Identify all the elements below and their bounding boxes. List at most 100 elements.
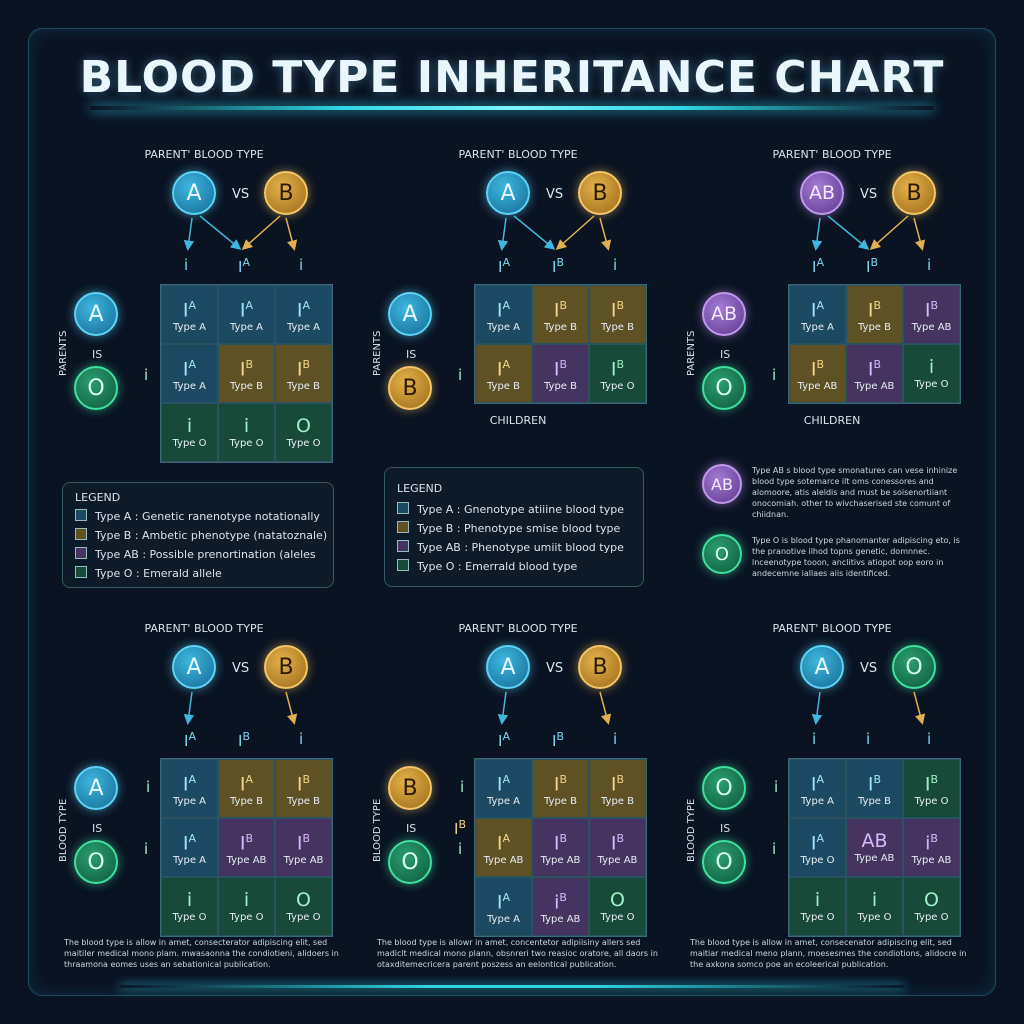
swatch-o-icon (397, 559, 409, 571)
inheritance-arrows (811, 691, 926, 725)
top-allele: IB (866, 256, 878, 276)
title-underline (90, 106, 934, 110)
left2-allele: i (144, 366, 149, 384)
left-parent2-circle: O (74, 366, 118, 410)
left-parent1-circle: A (388, 292, 432, 336)
punnett-cell: i Type O (161, 403, 218, 462)
legend-item-ab: Type AB : Phenotype umiit blood type (397, 540, 624, 554)
legend-box-1: LEGEND Type A : Genetic ranenotype notat… (62, 482, 334, 588)
inheritance-arrows (811, 215, 926, 251)
left1-allele: i (460, 778, 465, 796)
top-allele: i (299, 256, 304, 274)
legend-title: LEGEND (75, 491, 121, 504)
punnett-cell: IA Type B (218, 759, 275, 818)
punnett-cell: i Type O (161, 877, 218, 936)
punnett-cell: iB Type AB (903, 818, 960, 877)
parent2-circle: B (264, 645, 308, 689)
punnett-cell: IB Type AB (218, 818, 275, 877)
swatch-a-icon (397, 502, 409, 514)
punnett-cell: IA Type A (161, 344, 218, 403)
swatch-a-icon (75, 509, 87, 521)
is-label: IS (720, 822, 731, 835)
swatch-b-icon (75, 528, 87, 540)
punnett-cell: IA Type A (475, 285, 532, 344)
left-parent1-circle: O (702, 766, 746, 810)
punnett-cell: IB Type B (275, 344, 332, 403)
punnett-cell: IB Type AB (846, 344, 903, 403)
punnett-cell: IB Type AB (789, 344, 846, 403)
panel-title: PARENT' BLOOD TYPE (458, 148, 578, 161)
top-allele: IA (238, 256, 250, 276)
punnett-cell: IB Type B (846, 285, 903, 344)
top-allele: IB (552, 256, 564, 276)
panel-title: PARENT' BLOOD TYPE (458, 622, 578, 635)
punnett-cell: IA Type B (475, 344, 532, 403)
vs-label: VS (232, 187, 250, 202)
left-parent2-circle: O (388, 840, 432, 884)
left2-allele: i (772, 366, 777, 384)
legend-item-a: Type A : Gnenotype atiiine blood type (397, 502, 624, 516)
note-o-circle: O (702, 534, 742, 574)
side-label: PARENTS (686, 330, 697, 376)
top-allele: i (299, 730, 304, 748)
punnett-cell: O Type O (589, 877, 646, 936)
side-label: PARENTS (58, 330, 69, 376)
swatch-b-icon (397, 521, 409, 533)
left-parent1-circle: B (388, 766, 432, 810)
punnett-cell: IA Type A (475, 877, 532, 936)
punnett-cell: O Type O (275, 877, 332, 936)
punnett-cell: iB Type AB (532, 877, 589, 936)
side-label: BLOOD TYPE (58, 798, 69, 862)
panel-title: PARENT' BLOOD TYPE (772, 148, 892, 161)
swatch-o-icon (75, 566, 87, 578)
punnett-cell: IB Type B (589, 759, 646, 818)
is-label: IS (92, 822, 103, 835)
vs-label: VS (546, 661, 564, 676)
vs-label: VS (860, 661, 878, 676)
left2-allele: i (772, 840, 777, 858)
punnett-cell: O Type O (275, 403, 332, 462)
parent2-circle: B (578, 171, 622, 215)
bottom-glow (120, 985, 904, 988)
note-o-text: Type O is blood type phanomanter adipisc… (752, 536, 960, 578)
legend-title: LEGEND (397, 482, 443, 495)
legend-item-o: Type O : Emerrald blood type (397, 559, 577, 573)
parent2-circle: B (892, 171, 936, 215)
top-allele: IB (552, 730, 564, 750)
parent1-circle: A (800, 645, 844, 689)
legend-item-b: Type B : Phenotype smise blood type (397, 521, 620, 535)
left-parent2-circle: B (388, 366, 432, 410)
caption-3: The blood type is allow in amet, consece… (690, 938, 967, 969)
punnett-cell: IA Type O (789, 818, 846, 877)
legend-box-2: LEGEND Type A : Gnenotype atiiine blood … (384, 467, 644, 587)
side-label: BLOOD TYPE (372, 798, 383, 862)
top-allele: IA (184, 730, 196, 750)
swatch-ab-icon (397, 540, 409, 552)
punnett-cell: IB Type O (589, 344, 646, 403)
top-allele: IA (498, 730, 510, 750)
punnett-cell: IB Type B (589, 285, 646, 344)
left2-allele: i (458, 366, 463, 384)
punnett-cell: IB Type AB (589, 818, 646, 877)
mid-allele: IB (454, 818, 466, 838)
punnett-panel-3: PARENT' BLOOD TYPE AB VS B IA IB i PARENTS AB IS… (682, 140, 982, 470)
punnett-cell: IA Type A (161, 759, 218, 818)
punnett-cell: IB Type B (275, 759, 332, 818)
punnett-grid: IA Type A IB Type B IB Type O IA Type O AB Type A… (788, 758, 961, 937)
left-parent1-circle: A (74, 766, 118, 810)
inheritance-arrows (497, 691, 612, 725)
punnett-cell: IB Type B (846, 759, 903, 818)
punnett-cell: IA Type AB (475, 818, 532, 877)
punnett-grid: IA Type A IB Type B IB Type B IA Type AB IB Type … (474, 758, 647, 937)
top-allele: IA (812, 256, 824, 276)
note-ab-text: Type AB s blood type smonatures can vese… (752, 466, 958, 519)
legend-item-a: Type A : Genetic ranenotype notationally (75, 509, 320, 523)
punnett-cell: IA Type A (789, 285, 846, 344)
panel-title: PARENT' BLOOD TYPE (772, 622, 892, 635)
left-parent1-circle: A (74, 292, 118, 336)
vs-label: VS (232, 661, 250, 676)
caption-1: The blood type is allow in amet, consect… (64, 938, 339, 969)
